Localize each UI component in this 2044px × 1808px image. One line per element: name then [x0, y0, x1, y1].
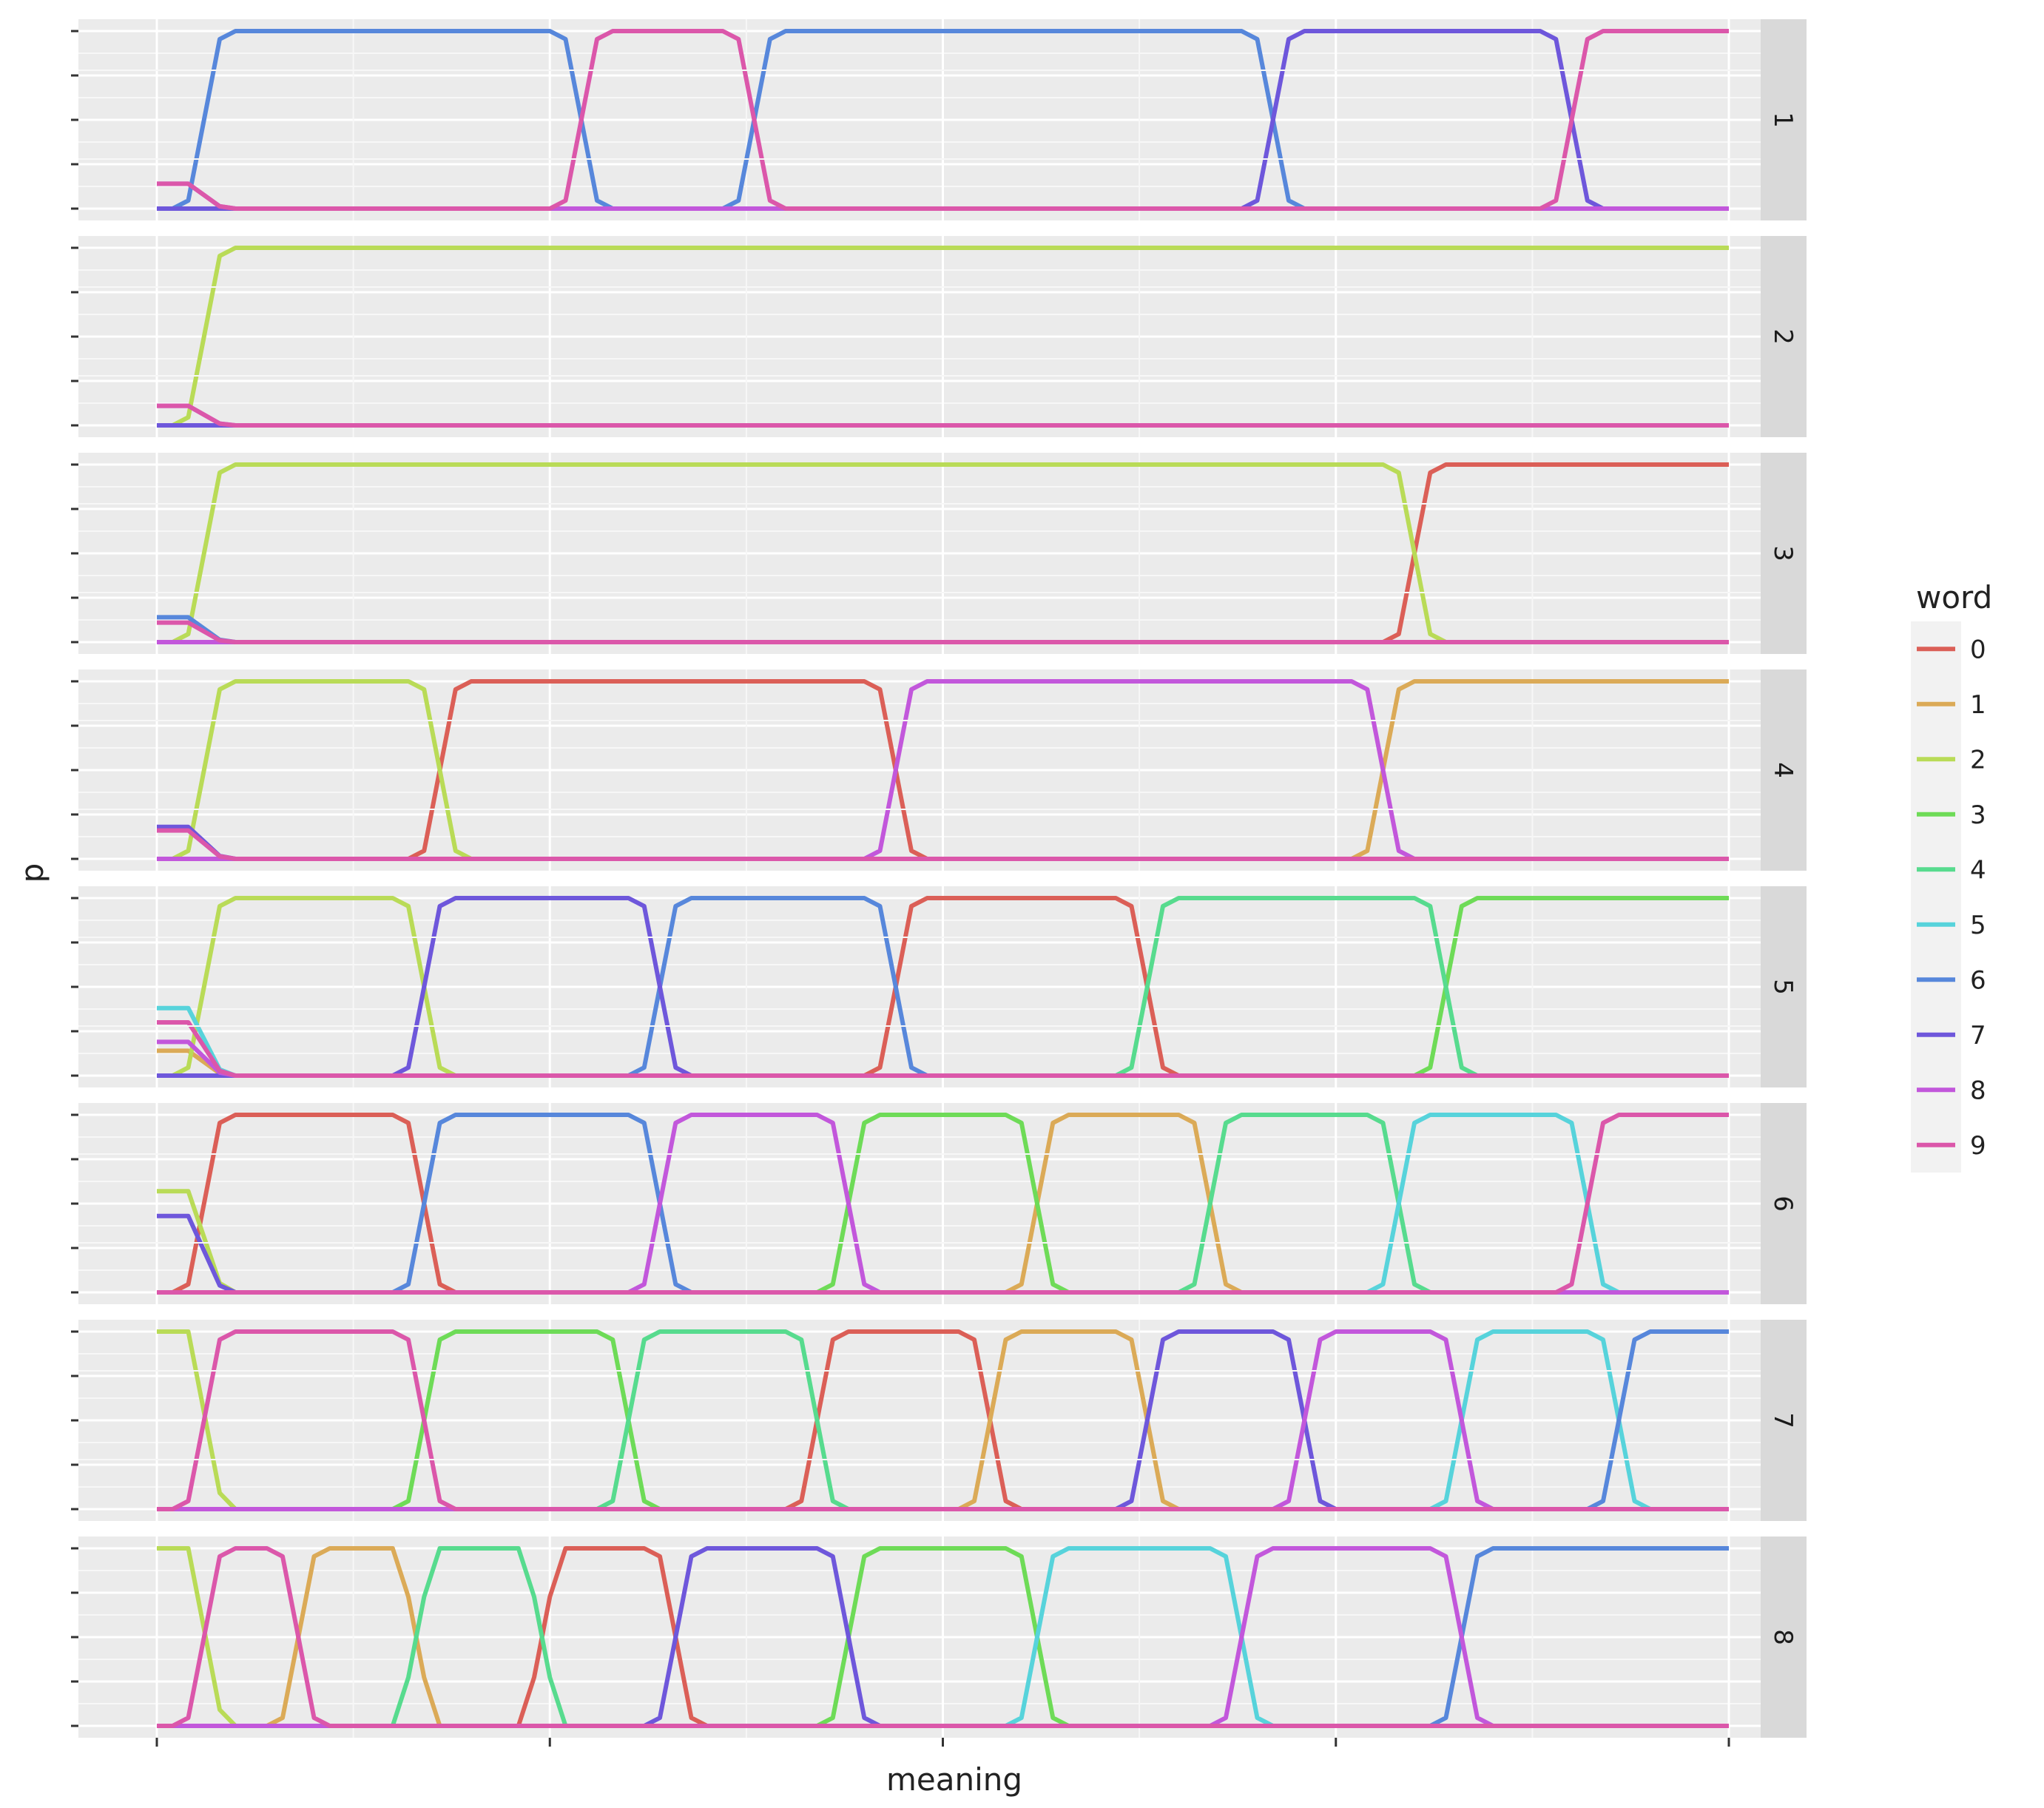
facet-strip-label: 1 — [1768, 112, 1798, 128]
panel-6: 6 — [71, 937, 1807, 1304]
panel-2: 2 — [71, 70, 1807, 437]
x-axis-title: meaning — [886, 1761, 1022, 1798]
legend-label: 8 — [1970, 1076, 1986, 1105]
legend-label: 2 — [1970, 745, 1986, 775]
series-line-word-9 — [157, 1020, 1729, 1078]
legend-item-0: 0 — [1911, 621, 1986, 677]
facet-strip-label: 6 — [1768, 1195, 1798, 1212]
facet-strip — [1761, 453, 1807, 654]
panel-7: 7 — [71, 1153, 1807, 1521]
facet-strip — [1761, 1320, 1807, 1521]
panel-1: 1 — [71, 19, 1807, 220]
facet-strip — [1761, 236, 1807, 437]
legend-label: 9 — [1970, 1131, 1986, 1161]
legend-item-6: 6 — [1911, 952, 1986, 1008]
legend-label: 6 — [1970, 965, 1986, 995]
legend-item-1: 1 — [1911, 676, 1986, 732]
facet-strip — [1761, 1537, 1807, 1738]
legend-item-7: 7 — [1911, 1007, 1986, 1062]
series-line-word-9 — [157, 1546, 1729, 1728]
facet-strip-label: 3 — [1768, 545, 1798, 561]
facet-strip — [1761, 1103, 1807, 1304]
legend-item-8: 8 — [1911, 1062, 1986, 1118]
legend-item-4: 4 — [1911, 842, 1986, 897]
series-line-word-9 — [157, 1113, 1729, 1295]
panel-4: 4 — [71, 503, 1807, 871]
legend-label: 7 — [1970, 1021, 1986, 1050]
series-line-word-9 — [157, 1329, 1729, 1511]
legend-label: 1 — [1970, 690, 1986, 720]
facet-strip — [1761, 669, 1807, 871]
facet-strip-label: 8 — [1768, 1629, 1798, 1645]
legend-label: 4 — [1970, 855, 1986, 885]
facet-strip — [1761, 886, 1807, 1087]
legend-item-5: 5 — [1911, 897, 1986, 952]
legend: word 0 1 2 3 4 5 6 7 8 9 — [1911, 579, 1992, 1173]
panels: 1 2 3 4 5 6 7 8 — [71, 19, 1807, 1738]
facet-strip — [1761, 19, 1807, 220]
legend-label: 0 — [1970, 635, 1986, 664]
panel-3: 3 — [71, 286, 1807, 654]
series-line-word-9 — [157, 620, 1729, 644]
series-line-word-9 — [157, 29, 1729, 211]
legend-label: 3 — [1970, 800, 1986, 830]
panel-5: 5 — [71, 720, 1807, 1087]
series-line-word-2 — [157, 246, 1729, 428]
series-line-word-9 — [157, 828, 1729, 861]
legend-label: 5 — [1970, 911, 1986, 940]
panel-8: 8 — [71, 1370, 1807, 1738]
legend-title: word — [1916, 579, 1992, 615]
y-axis-title: p — [14, 863, 50, 883]
facet-strip-label: 7 — [1768, 1412, 1798, 1428]
legend-item-3: 3 — [1911, 786, 1986, 842]
series-line-word-9 — [157, 403, 1729, 428]
facet-strip-label: 5 — [1768, 979, 1798, 995]
facet-strip-label: 4 — [1768, 762, 1798, 778]
facet-strip-label: 2 — [1768, 328, 1798, 345]
x-axis — [155, 1738, 1730, 1747]
legend-item-2: 2 — [1911, 732, 1986, 787]
legend-item-9: 9 — [1911, 1117, 1986, 1173]
